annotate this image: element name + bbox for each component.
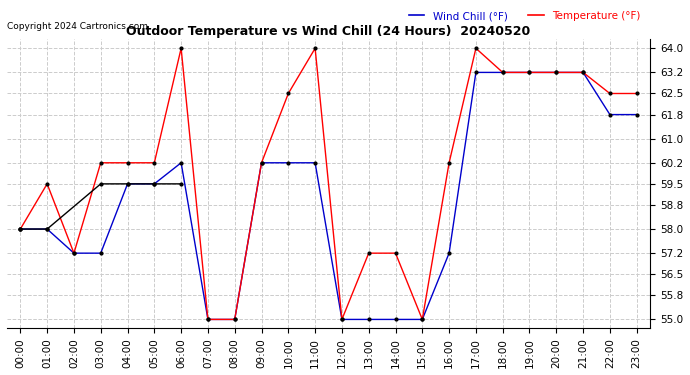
- Text: Copyright 2024 Cartronics.com: Copyright 2024 Cartronics.com: [7, 22, 148, 31]
- Legend: Wind Chill (°F), Temperature (°F): Wind Chill (°F), Temperature (°F): [404, 7, 645, 25]
- Title: Outdoor Temperature vs Wind Chill (24 Hours)  20240520: Outdoor Temperature vs Wind Chill (24 Ho…: [126, 25, 531, 38]
